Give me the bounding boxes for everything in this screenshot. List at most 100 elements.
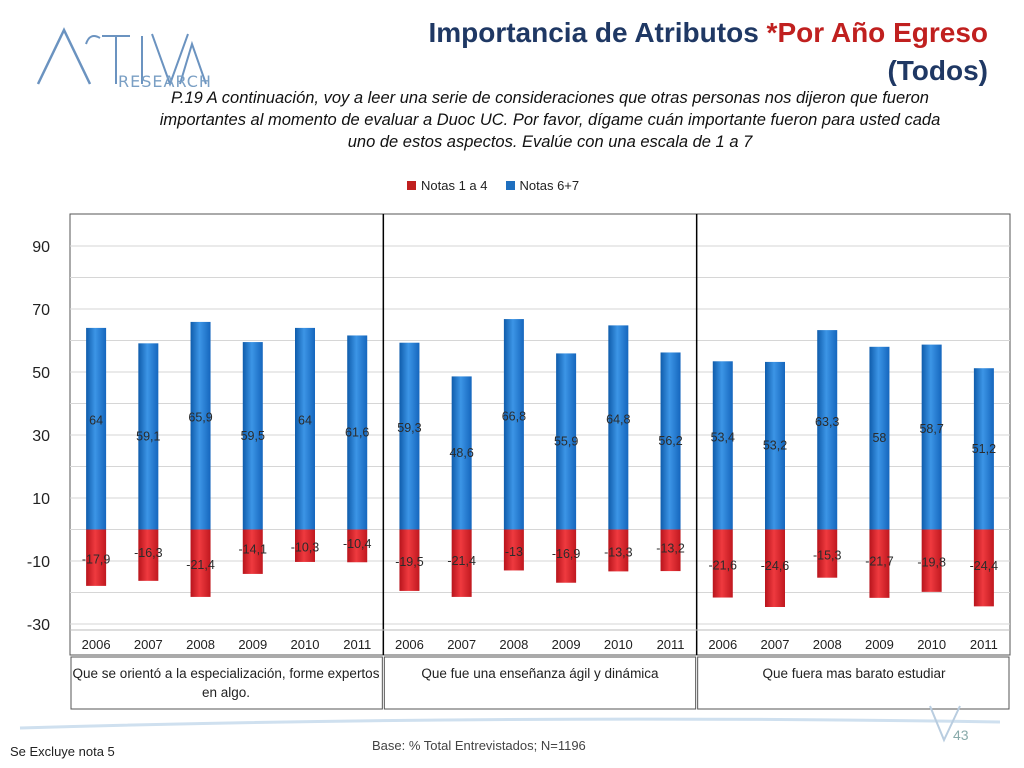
bar-notas-6-7 [138, 343, 159, 530]
y-tick-label: -30 [27, 617, 50, 634]
activa-research-logo [36, 27, 207, 87]
bar-notas-1-4 [347, 529, 368, 563]
data-label-notas-6-7: 56,2 [658, 434, 682, 448]
bar-notas-1-4 [973, 529, 994, 607]
bar-notas-1-4 [660, 529, 681, 572]
bar-chart: 90 70 50 30 10 -10 -30 64 -17,9 2006 59,1 -16,3 2007… [27, 213, 1011, 710]
decorative-swoosh [19, 705, 1001, 743]
data-label-notas-6-7: 59,3 [397, 421, 421, 435]
bar-notas-6-7 [399, 342, 420, 530]
data-label-notas-1-4: -24,4 [970, 559, 999, 573]
bar-notas-1-4 [556, 529, 577, 583]
data-label-notas-1-4: -21,6 [709, 559, 738, 573]
category-label-especializacion: Que se orientó a la especialización, for… [72, 666, 380, 700]
data-label-notas-6-7: 66,8 [502, 409, 526, 423]
bar-notas-6-7 [921, 344, 942, 530]
data-label-notas-6-7: 65,9 [188, 411, 212, 425]
bar-notas-6-7 [608, 325, 629, 530]
x-tick-label: 2008 [813, 637, 842, 652]
x-tick-label: 2007 [447, 637, 476, 652]
data-label-notas-6-7: 53,4 [711, 430, 735, 444]
x-tick-label: 2010 [604, 637, 633, 652]
data-label-notas-6-7: 55,9 [554, 434, 578, 448]
data-label-notas-6-7: 64 [89, 414, 103, 428]
data-label-notas-1-4: -15,3 [813, 549, 842, 563]
legend-swatch-red [407, 181, 416, 190]
data-label-notas-1-4: -13,3 [604, 545, 633, 559]
data-label-notas-1-4: -17,9 [82, 553, 111, 567]
bar-notas-1-4 [138, 529, 159, 581]
data-label-notas-6-7: 51,2 [972, 442, 996, 456]
bar-notas-1-4 [503, 529, 524, 571]
bar-notas-6-7 [451, 376, 472, 530]
x-tick-label: 2011 [970, 637, 998, 652]
bar-notas-1-4 [295, 529, 315, 562]
bar-notas-6-7 [190, 321, 211, 530]
data-label-notas-1-4: -13,2 [656, 541, 685, 555]
data-label-notas-1-4: -10,3 [291, 541, 320, 555]
x-tick-label: 2009 [552, 637, 581, 652]
x-tick-label: 2010 [917, 637, 946, 652]
bar-notas-1-4 [451, 529, 472, 597]
footer-base: Base: % Total Entrevistados; N=1196 [372, 738, 586, 753]
bar-notas-6-7 [973, 368, 994, 530]
data-label-notas-6-7: 58 [872, 431, 886, 445]
x-tick-label: 2008 [499, 637, 528, 652]
x-tick-label: 2011 [343, 637, 371, 652]
data-label-notas-6-7: 48,6 [449, 446, 473, 460]
title-main: Importancia de Atributos [428, 17, 767, 48]
footer-note: Se Excluye nota 5 [10, 744, 115, 759]
data-label-notas-1-4: -16,3 [134, 546, 163, 560]
bar-notas-6-7 [242, 342, 263, 530]
data-label-notas-1-4: -21,4 [447, 554, 476, 568]
category-label-barato: Que fuera mas barato estudiar [762, 666, 946, 681]
bar-notas-6-7 [295, 327, 315, 530]
bar-notas-6-7 [869, 346, 890, 530]
data-label-notas-1-4: -13 [505, 545, 523, 559]
x-tick-label: 2010 [291, 637, 320, 652]
bar-notas-6-7 [817, 330, 838, 530]
page-number: 43 [953, 727, 969, 743]
data-label-notas-6-7: 61,6 [345, 425, 369, 439]
data-label-notas-1-4: -16,9 [552, 547, 581, 561]
bar-notas-6-7 [347, 335, 368, 530]
bar-notas-6-7 [503, 319, 524, 530]
data-label-notas-6-7: 59,1 [136, 429, 160, 443]
data-label-notas-1-4: -19,8 [917, 556, 946, 570]
y-tick-label: 10 [32, 491, 50, 508]
bar-notas-1-4 [869, 529, 890, 598]
data-label-notas-6-7: 59,5 [241, 429, 265, 443]
x-tick-label: 2006 [82, 637, 111, 652]
bar-notas-1-4 [712, 529, 733, 598]
legend-label: Notas 1 a 4 [421, 178, 488, 193]
bar-notas-6-7 [660, 352, 681, 530]
y-tick-label: 50 [32, 365, 50, 382]
x-tick-label: 2007 [134, 637, 163, 652]
bar-notas-6-7 [765, 361, 785, 530]
bar-notas-1-4 [765, 529, 785, 607]
data-label-notas-1-4: -19,5 [395, 555, 424, 569]
bar-notas-1-4 [921, 529, 942, 592]
bar-notas-1-4 [817, 529, 838, 578]
y-tick-label: -10 [27, 554, 50, 571]
y-tick-label: 30 [32, 428, 50, 445]
bar-notas-1-4 [399, 529, 420, 591]
data-label-notas-1-4: -14,1 [239, 543, 268, 557]
bar-notas-1-4 [608, 529, 629, 572]
y-tick-label: 90 [32, 239, 50, 256]
bar-notas-6-7 [556, 353, 577, 530]
bar-notas-1-4 [86, 529, 107, 586]
legend-swatch-blue [505, 181, 515, 190]
x-tick-label: 2009 [238, 637, 267, 652]
data-label-notas-6-7: 64,8 [606, 412, 630, 426]
bar-notas-1-4 [242, 529, 263, 574]
category-label-ensenanza: Que fue una enseñanza ágil y dinámica [421, 666, 659, 681]
question-text: P.19 A continuación, voy a leer una seri… [159, 89, 941, 151]
legend-label: Notas 6+7 [519, 178, 580, 193]
x-tick-label: 2006 [708, 637, 737, 652]
category-box [70, 656, 383, 710]
data-label-notas-1-4: -21,4 [186, 558, 215, 572]
bar-notas-6-7 [712, 361, 733, 530]
x-tick-label: 2007 [761, 637, 790, 652]
x-tick-label: 2009 [865, 637, 894, 652]
